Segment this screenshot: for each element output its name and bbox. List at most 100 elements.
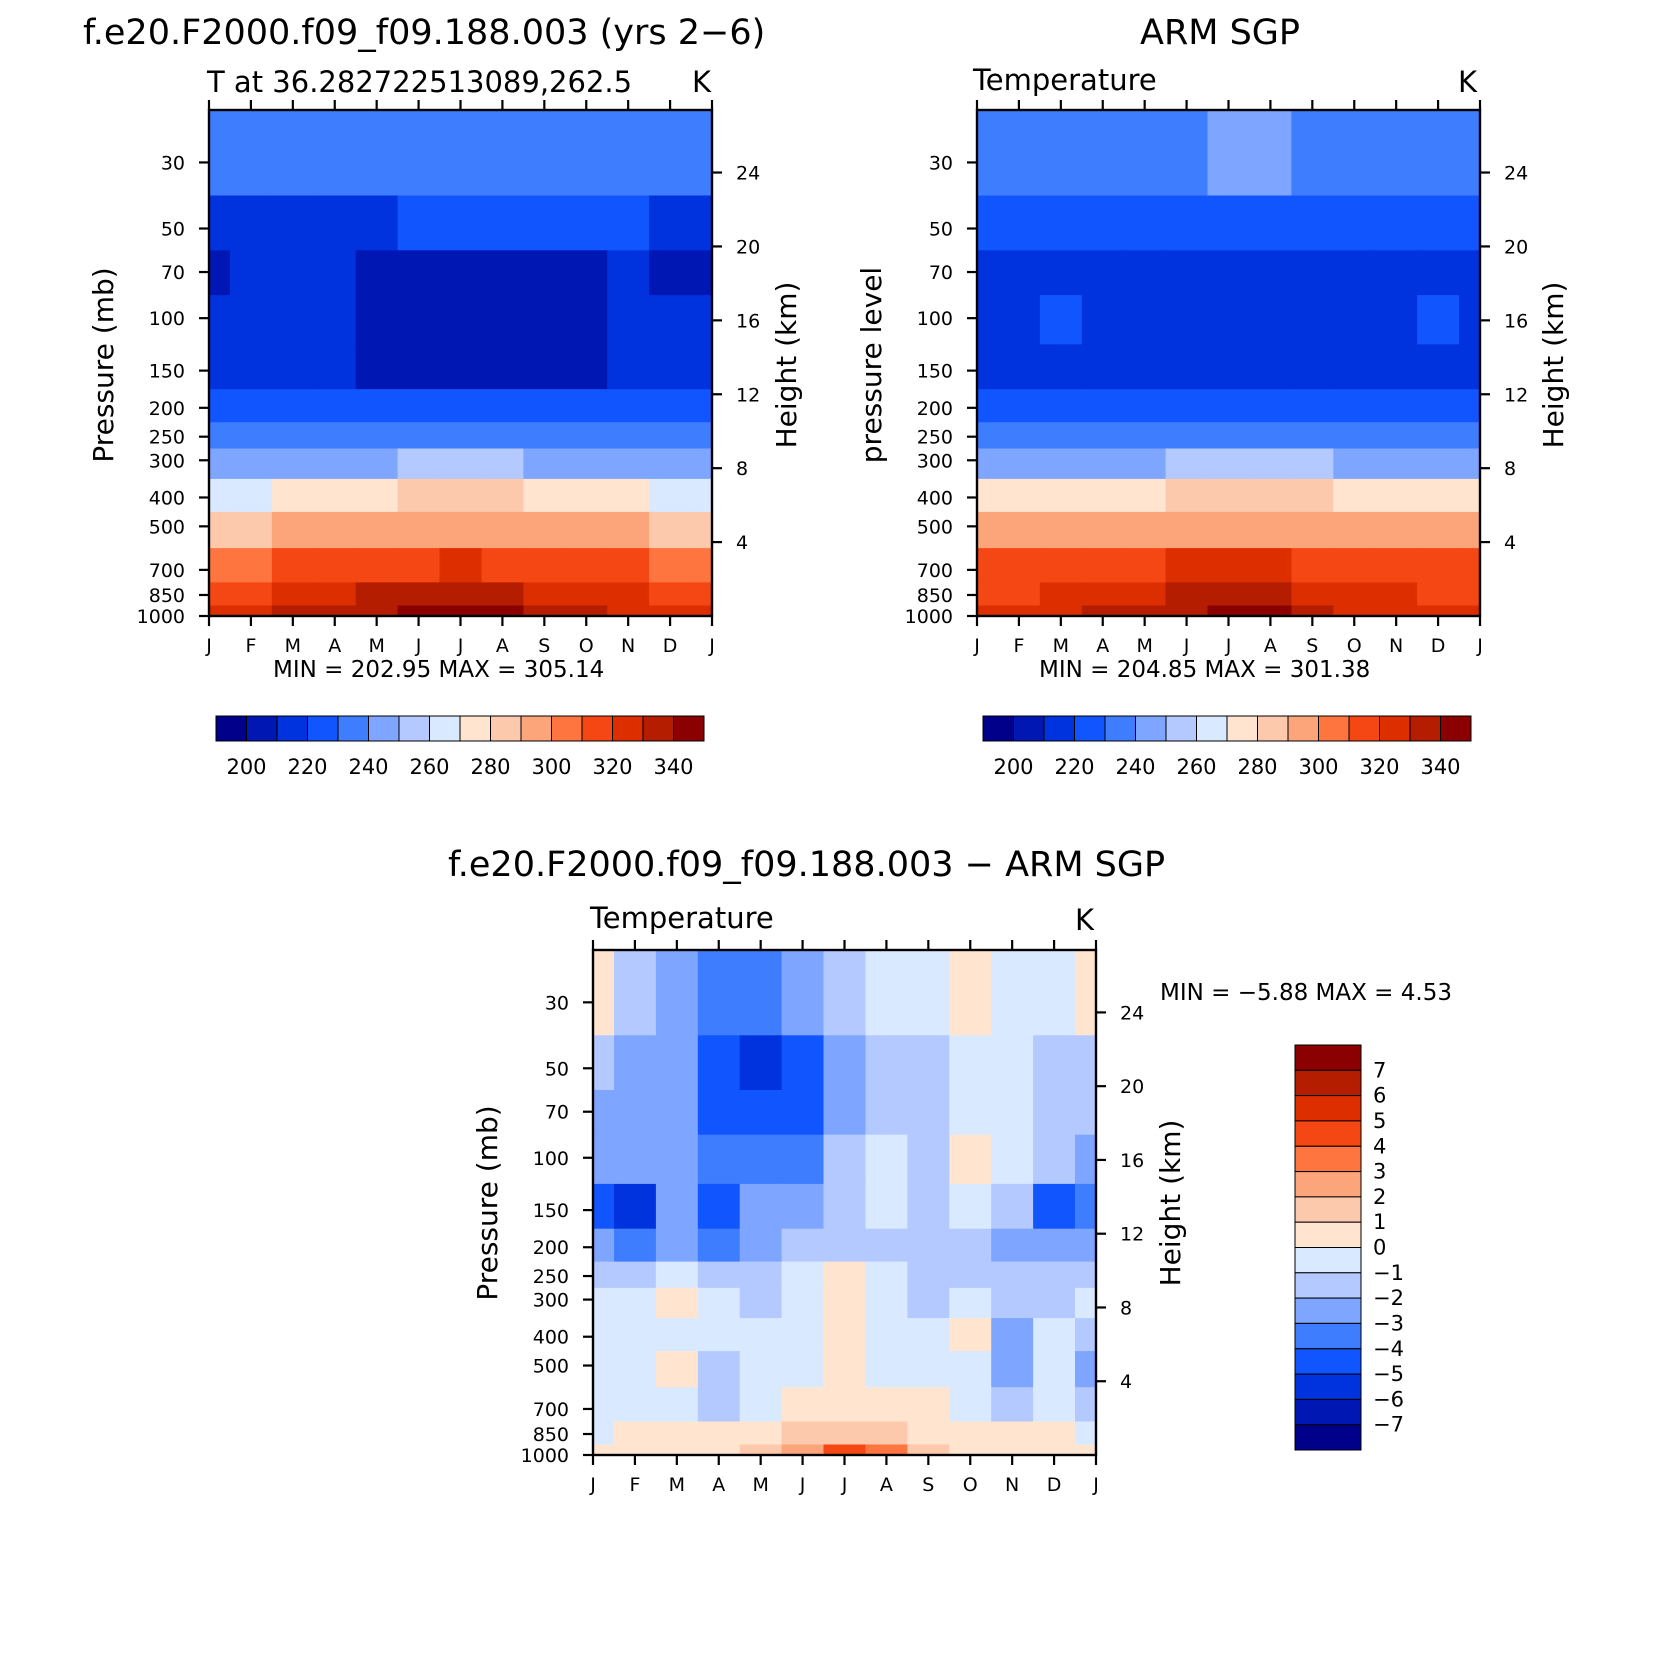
- diff-colorbar-box: [1294, 1272, 1362, 1299]
- diff-cell: [1033, 1261, 1076, 1289]
- diff-cell: [781, 1183, 825, 1230]
- obs-cell: [1123, 548, 1167, 583]
- diff-y-tick-label: 50: [545, 1058, 569, 1080]
- diff-cell: [739, 1351, 783, 1388]
- obs-x-tick-label: J: [1225, 635, 1232, 657]
- diff-cell: [655, 1228, 699, 1263]
- obs-cell: [1375, 195, 1418, 251]
- diff-cell: [781, 1444, 825, 1456]
- obs-x-tick-label: D: [1431, 635, 1446, 657]
- obs-cell: [1249, 548, 1292, 583]
- diff-cell: [1075, 1228, 1097, 1263]
- model-cell: [355, 110, 399, 197]
- diff-cell: [1075, 1035, 1097, 1091]
- diff-cell: [823, 1183, 866, 1230]
- model-cell: [481, 605, 524, 617]
- model-cell: [271, 605, 315, 617]
- obs-cell: [1417, 605, 1460, 617]
- obs-cell: [1039, 344, 1083, 390]
- diff-cell: [1033, 1318, 1076, 1352]
- diff-cell: [739, 1444, 783, 1456]
- model-cell: [397, 511, 441, 549]
- model-cell: [313, 110, 357, 197]
- diff-cell: [655, 1351, 699, 1388]
- obs-cell: [977, 389, 999, 423]
- model-cell: [397, 389, 441, 423]
- model-cell: [523, 195, 566, 251]
- model-cell: [523, 422, 566, 450]
- model-colorbar: 200 220 240 260 280 300 320 340: [215, 715, 705, 779]
- model-cell: [313, 250, 357, 296]
- diff-colorbar-label: 5: [1373, 1109, 1386, 1133]
- model-y-tick-label: 500: [149, 516, 185, 538]
- diff-colorbar-label: −2: [1373, 1286, 1404, 1310]
- model-cell: [607, 250, 650, 296]
- model-x-tick-label: M: [285, 635, 301, 657]
- diff-cell: [991, 1421, 1034, 1446]
- model-cell: [649, 422, 692, 450]
- obs-cell: [1039, 295, 1083, 345]
- model-colorbar-label: 240: [348, 755, 388, 779]
- obs-x-tick-label: J: [973, 635, 980, 657]
- diff-cell: [614, 950, 657, 1036]
- diff-cell: [655, 1134, 699, 1185]
- model-cell: [565, 344, 608, 390]
- obs-cell: [1249, 344, 1292, 390]
- model-cell: [355, 389, 399, 423]
- model-colorbar-box: [337, 715, 369, 742]
- model-cell: [607, 605, 650, 617]
- model-cell: [649, 478, 692, 513]
- obs-cell: [1459, 511, 1481, 549]
- obs-x-tick-label: N: [1389, 635, 1403, 657]
- diff-cell: [655, 1387, 699, 1422]
- obs-cell: [1039, 250, 1083, 296]
- diff-colorbar-label: 4: [1373, 1134, 1386, 1158]
- obs-cell: [1417, 195, 1460, 251]
- obs-cell: [1039, 582, 1083, 607]
- model-cell: [439, 605, 482, 617]
- diff-cell: [823, 1261, 866, 1289]
- model-cell: [481, 548, 524, 583]
- obs-colorbar-label: 240: [1115, 755, 1155, 779]
- diff-cell: [614, 1444, 657, 1456]
- model-cell: [313, 389, 357, 423]
- diff-cell: [781, 1228, 825, 1263]
- model-cell: [691, 110, 713, 197]
- diff-cell: [991, 1134, 1034, 1185]
- model-x-tick-label: J: [457, 635, 464, 657]
- diff-cell: [907, 1421, 950, 1446]
- diff-cell: [739, 1261, 783, 1289]
- model-colorbar-box: [307, 715, 339, 742]
- model-height-tick-label: 20: [736, 236, 760, 258]
- obs-cell: [1081, 582, 1125, 607]
- diff-cell: [823, 1444, 866, 1456]
- model-cell: [230, 511, 273, 549]
- model-cell: [649, 195, 692, 251]
- obs-cell: [1291, 605, 1334, 617]
- model-cell: [439, 344, 482, 390]
- diff-cell: [593, 1035, 615, 1091]
- model-cell: [230, 110, 273, 197]
- model-colorbar-box: [459, 715, 491, 742]
- model-height-tick-label: 4: [736, 532, 748, 554]
- diff-cell: [593, 1261, 615, 1289]
- obs-cell: [977, 422, 999, 450]
- diff-x-tick-label: J: [799, 1474, 806, 1496]
- obs-y-tick-label: 700: [917, 560, 953, 582]
- diff-cell: [823, 950, 866, 1036]
- diff-cell: [1075, 1134, 1097, 1185]
- model-cell: [209, 250, 231, 296]
- obs-colorbar-label: 280: [1237, 755, 1277, 779]
- model-cell: [649, 548, 692, 583]
- diff-cell: [655, 1318, 699, 1352]
- diff-cell: [739, 1387, 783, 1422]
- diff-y-tick-label: 700: [533, 1399, 569, 1421]
- model-cell: [230, 548, 273, 583]
- model-cell: [481, 250, 524, 296]
- obs-cell: [1123, 422, 1167, 450]
- obs-cell: [1333, 422, 1376, 450]
- obs-cell: [1207, 448, 1250, 480]
- obs-cell: [1165, 478, 1209, 513]
- obs-cell: [1081, 195, 1125, 251]
- obs-cell: [1249, 295, 1292, 345]
